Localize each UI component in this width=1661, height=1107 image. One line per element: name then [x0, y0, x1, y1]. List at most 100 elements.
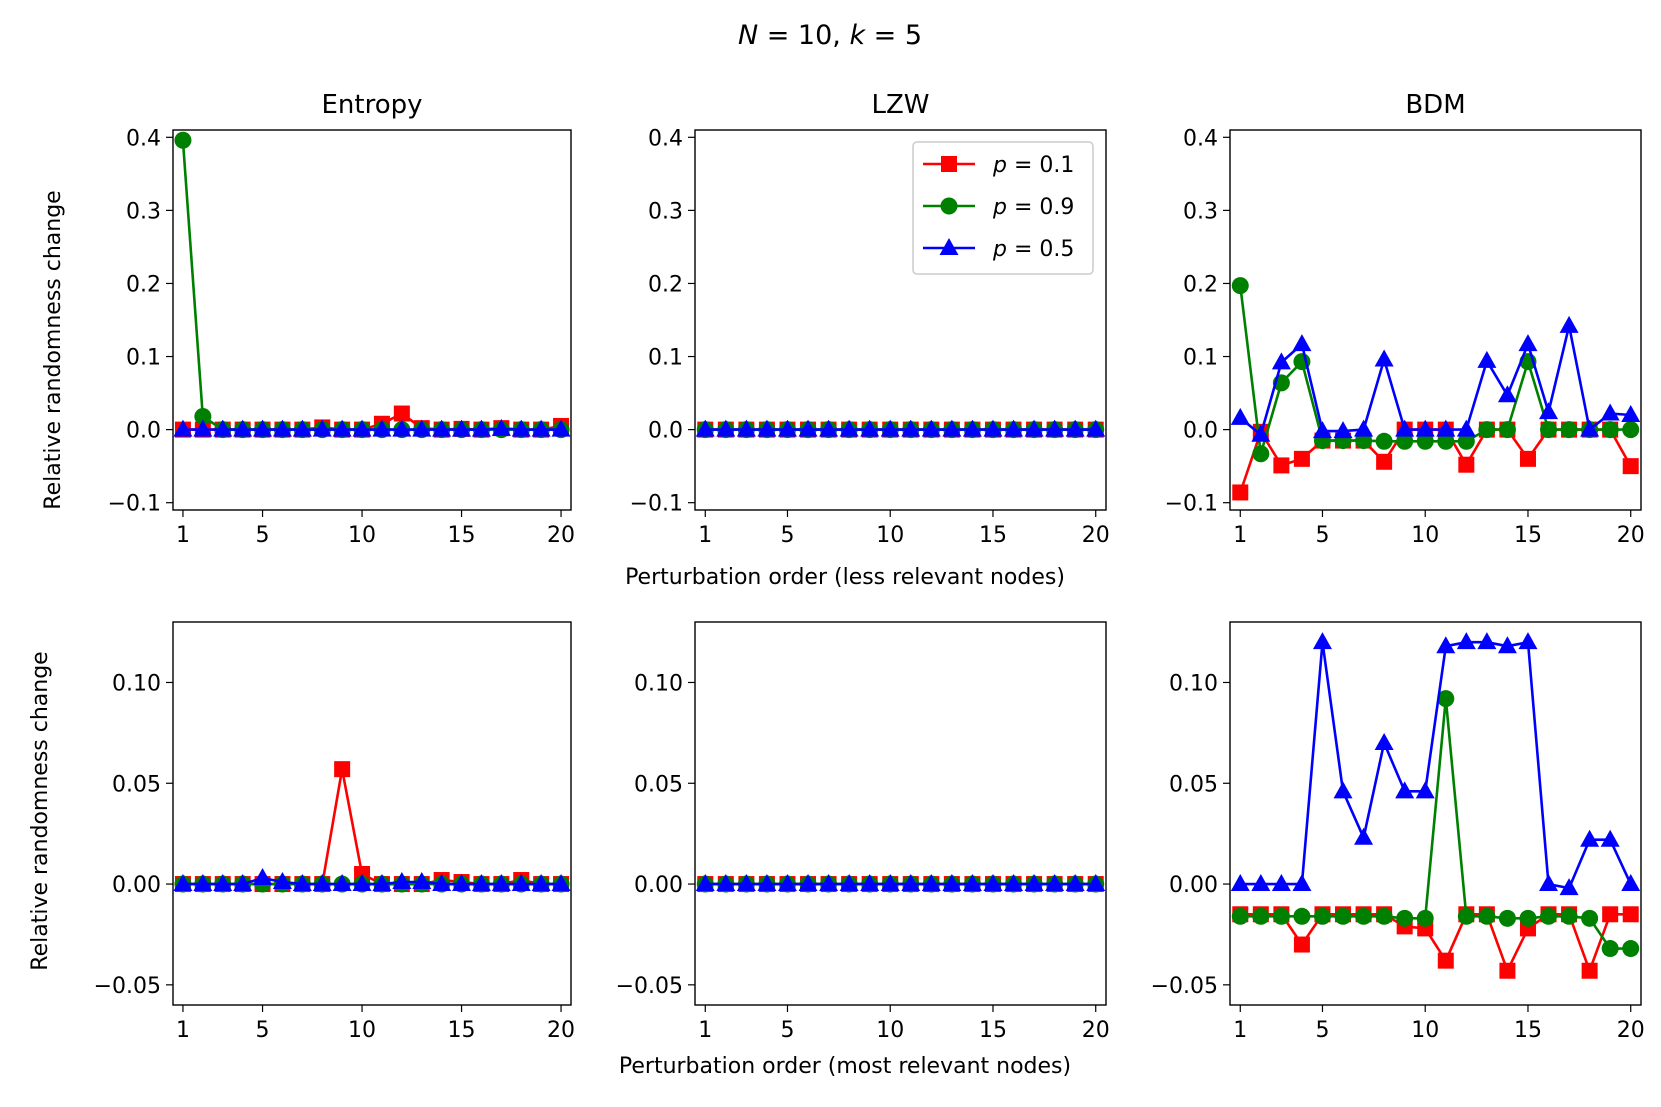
y-tick-label: 0.10 [112, 671, 161, 696]
x-tick-label: 5 [1315, 1018, 1329, 1043]
data-point [1581, 962, 1598, 979]
series-p-0_1 [1232, 421, 1639, 501]
data-point [392, 872, 412, 890]
data-point [736, 874, 756, 892]
series-p-0_5 [1230, 632, 1641, 896]
data-point [1230, 874, 1250, 892]
data-point [272, 419, 292, 437]
data-point [1580, 419, 1600, 437]
y-tick-label: 0.4 [1183, 126, 1218, 151]
data-point [1251, 874, 1271, 892]
data-point [352, 419, 372, 437]
data-point [1539, 402, 1559, 420]
data-point [1231, 277, 1249, 295]
x-tick-label: 5 [780, 523, 794, 548]
y-tick-label: −0.05 [1151, 974, 1218, 999]
series-p-0_9 [1231, 690, 1640, 958]
data-point [1540, 421, 1558, 439]
data-point [1499, 962, 1516, 979]
series-line [1240, 640, 1632, 890]
data-point [1004, 874, 1024, 892]
data-point [1252, 907, 1270, 925]
data-point [942, 419, 962, 437]
plot-frame [172, 129, 572, 511]
data-point [1622, 906, 1639, 923]
data-point [1621, 405, 1641, 422]
data-point [412, 419, 432, 437]
y-tick-label: 0.10 [1169, 671, 1218, 696]
data-point [253, 868, 273, 886]
data-point [1560, 907, 1578, 925]
data-point [1045, 419, 1065, 437]
data-point [1519, 909, 1537, 927]
x-tick-label: 20 [1082, 523, 1110, 548]
legend-marker [939, 238, 959, 255]
y-tick-label: 0.0 [1183, 419, 1218, 444]
data-point [1580, 829, 1600, 847]
y-tick-label: −0.05 [616, 974, 683, 999]
data-point [1601, 421, 1619, 439]
panel-6: −0.050.000.050.101 5 10 15 20 [1151, 621, 1645, 1043]
data-point [1333, 421, 1353, 439]
y-tick-label: 0.2 [126, 272, 161, 297]
data-point [1312, 632, 1332, 650]
plot-frame [172, 621, 572, 1006]
data-point [511, 874, 531, 892]
x-tick-label: 20 [1617, 1018, 1645, 1043]
data-point [1477, 350, 1497, 368]
data-point [798, 874, 818, 892]
x-tick-label: 5 [780, 1018, 794, 1043]
data-point [1457, 907, 1475, 925]
x-tick-label: 20 [1082, 1018, 1110, 1043]
row1-xlabel: Perturbation order (less relevant nodes) [625, 565, 1065, 590]
data-point [432, 419, 452, 437]
data-point [452, 874, 472, 892]
data-point [1065, 419, 1085, 437]
series-p-0_5 [173, 418, 571, 437]
data-point [471, 419, 491, 437]
data-point [194, 407, 212, 425]
data-point [1272, 907, 1290, 925]
data-point [1232, 484, 1249, 501]
data-point [1498, 421, 1516, 439]
x-tick-label: 15 [448, 1018, 476, 1043]
data-point [193, 874, 213, 892]
x-tick-label: 1 [1233, 1018, 1247, 1043]
data-point [332, 874, 352, 892]
y-tick-label: 0.05 [112, 772, 161, 797]
x-tick-label: 1 [176, 523, 190, 548]
data-point [1396, 432, 1414, 450]
data-point [901, 874, 921, 892]
data-point [1396, 909, 1414, 927]
data-point [1004, 419, 1024, 437]
data-point [1375, 907, 1393, 925]
data-point [1354, 827, 1374, 845]
series-p-0_1 [174, 405, 570, 438]
data-point [942, 874, 962, 892]
y-tick-label: 0.10 [634, 671, 683, 696]
y-tick-label: −0.05 [94, 974, 161, 999]
data-point [983, 419, 1003, 437]
legend-box [912, 141, 1094, 275]
data-point [1375, 432, 1393, 450]
data-point [531, 874, 551, 892]
x-tick-label: 15 [979, 1018, 1007, 1043]
data-point [1416, 909, 1434, 927]
data-point [1312, 421, 1332, 439]
plot-frame [1229, 129, 1642, 511]
data-point [1539, 874, 1559, 892]
data-point [1436, 419, 1456, 437]
x-tick-label: 5 [1315, 523, 1329, 548]
legend-entry: p = 0.5 [923, 237, 1074, 262]
data-point [1559, 315, 1579, 333]
data-point [1497, 385, 1517, 403]
data-point [1086, 419, 1106, 437]
data-point [798, 419, 818, 437]
data-point [233, 419, 253, 437]
series-line [181, 140, 561, 431]
legend-label: p = 0.9 [992, 195, 1074, 220]
data-point [839, 419, 859, 437]
legend-marker [941, 156, 957, 172]
data-point [1293, 936, 1310, 953]
data-point [880, 419, 900, 437]
